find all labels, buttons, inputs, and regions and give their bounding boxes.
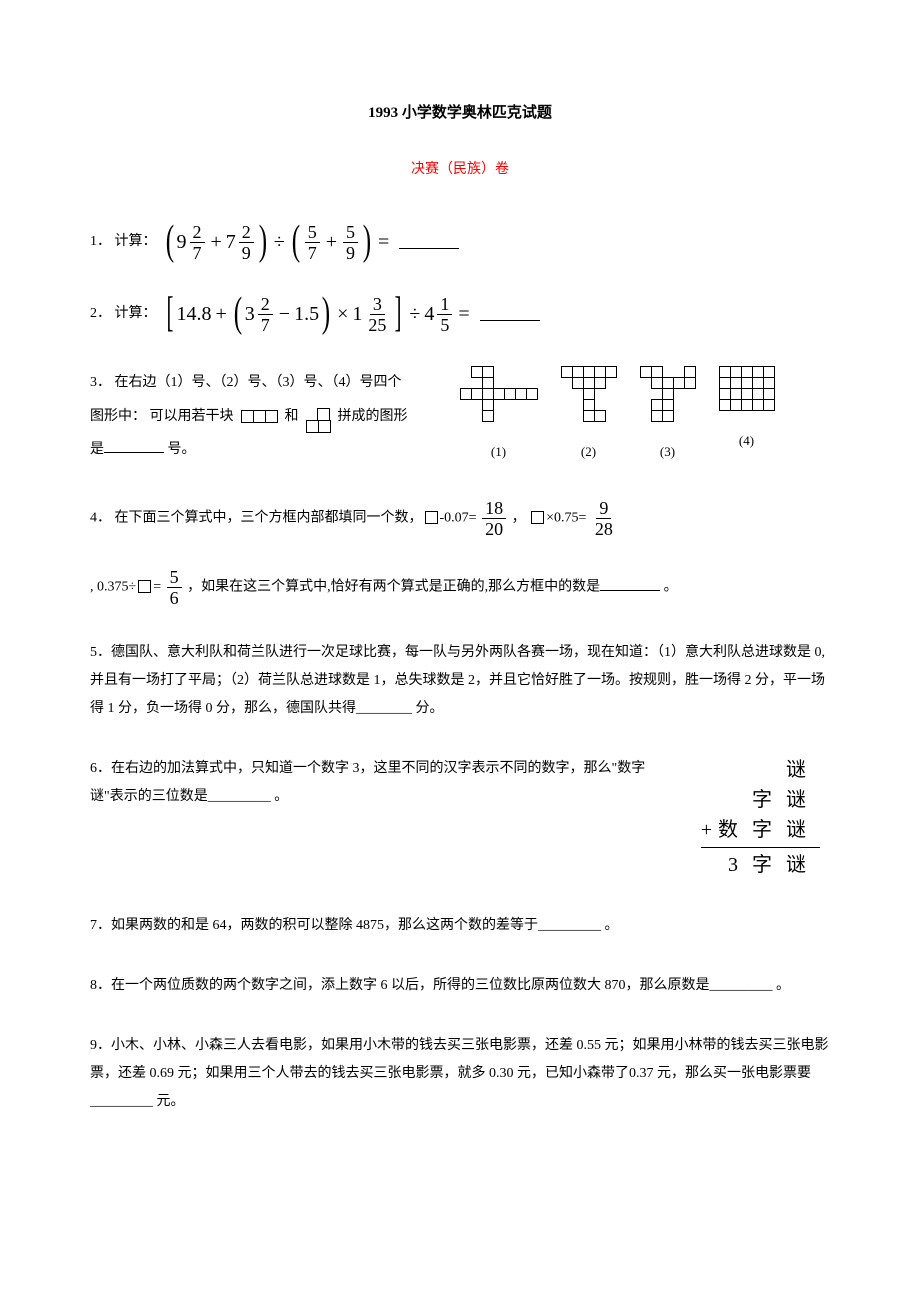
problem-2: 2． 计算： [ 14.8 + ( 327 − 1.5 ) × 1325 ] ÷… — [90, 294, 830, 334]
box-symbol — [425, 511, 438, 524]
problem-8: 8．在一个两位质数的两个数字之间，添上数字 6 以后，所得的三位数比原两位数大 … — [90, 972, 830, 1000]
problem-7: 7．如果两数的和是 64，两数的积可以整除 4875，那么这两个数的差等于___… — [90, 912, 830, 940]
shape-4: (4) — [719, 366, 774, 454]
q3-line3: 是 号。 — [90, 433, 430, 467]
q3-text: 3． 在右边（1）号、（2）号、（3）号、（4）号四个 图形中： 可以用若干块 … — [90, 366, 430, 467]
problem-6: 6．在右边的加法算式中，只知道一个数字 3，这里不同的汉字表示不同的数字，那么"… — [90, 755, 830, 880]
piece-horizontal — [241, 410, 277, 423]
subtitle: 决赛（民族）卷 — [90, 157, 830, 182]
q6-text: 6．在右边的加法算式中，只知道一个数字 3，这里不同的汉字表示不同的数字，那么"… — [90, 755, 661, 811]
q2-blank — [480, 307, 540, 321]
q3-blank — [104, 439, 164, 453]
box-symbol — [138, 580, 151, 593]
q4-blank — [600, 577, 660, 591]
problem-1: 1． 计算： ( 927 + 729 ) ÷ ( 57 + 59 ) = — [90, 222, 830, 262]
q2-label: 2． 计算： — [90, 300, 157, 328]
q1-formula: ( 927 + 729 ) ÷ ( 57 + 59 ) = — [163, 222, 394, 262]
q3-line2: 图形中： 可以用若干块 和 拼成的图形 — [90, 400, 430, 434]
q3-line1: 3． 在右边（1）号、（2）号、（3）号、（4）号四个 — [90, 366, 430, 400]
problem-9: 9．小木、小林、小森三人去看电影，如果用小木带的钱去买三张电影票，还差 0.55… — [90, 1032, 830, 1116]
q1-label: 1． 计算： — [90, 228, 157, 256]
problem-3: 3． 在右边（1）号、（2）号、（3）号、（4）号四个 图形中： 可以用若干块 … — [90, 366, 830, 467]
q1-blank — [399, 235, 459, 249]
problem-4: 4． 在下面三个算式中，三个方框内部都填同一个数，-0.07= 1820 ， ×… — [90, 499, 830, 607]
shape-2: (2) — [561, 366, 616, 465]
shape-1: (1) — [460, 366, 537, 465]
problem-5: 5．德国队、意大利队和荷兰队进行一次足球比赛，每一队与另外两队各赛一场，现在知道… — [90, 639, 830, 723]
box-symbol — [531, 511, 544, 524]
shape-3: (3) — [640, 366, 695, 465]
q2-formula: [ 14.8 + ( 327 − 1.5 ) × 1325 ] ÷ 415 = — [163, 294, 474, 334]
shapes-container: (1) (2) (3) — [460, 366, 774, 465]
piece-l-shape — [306, 408, 330, 433]
addition-puzzle: 谜 字谜 +数字谜 3字谜 — [701, 755, 830, 880]
page-title: 1993 小学数学奥林匹克试题 — [90, 100, 830, 127]
